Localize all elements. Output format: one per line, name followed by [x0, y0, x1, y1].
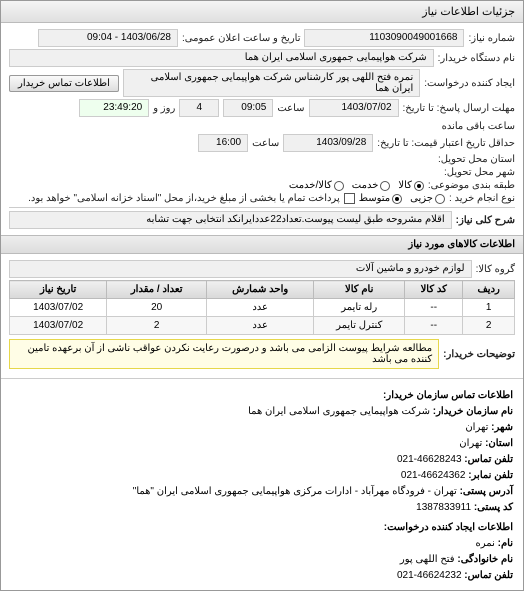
desc-value: اقلام مشروحه طبق لیست پیوست.تعداد22عددای…: [9, 211, 452, 229]
c-tel-label: تلفن تماس:: [464, 454, 513, 465]
radio-dot-icon: [380, 181, 390, 191]
type-radio-group: کالا خدمت کالا/خدمت: [289, 180, 424, 191]
city-label: شهر محل تحویل:: [444, 167, 515, 178]
valid-date: 1403/09/28: [283, 134, 373, 152]
cell: عدد: [207, 317, 314, 335]
buy-radio-medium[interactable]: متوسط: [359, 193, 402, 204]
table-row[interactable]: 1 -- رله تایمر عدد 20 1403/07/02: [10, 299, 515, 317]
deadline-date: 1403/07/02: [309, 99, 399, 117]
goods-header: اطلاعات کالاهای مورد نیاز: [1, 235, 523, 254]
cell: رله تایمر: [314, 299, 405, 317]
radio-dot-icon: [392, 194, 402, 204]
type2-label: خدمت: [352, 180, 379, 191]
c-tel: 46628243-021: [397, 454, 462, 465]
buy1-label: جزیی: [410, 193, 433, 204]
c-org-label: نام سازمان خریدار:: [433, 406, 513, 417]
window-root: جزئیات اطلاعات نیاز شماره نیاز: 11030900…: [0, 0, 524, 591]
type3-label: کالا/خدمت: [289, 180, 332, 191]
time-label-2: ساعت: [252, 138, 279, 149]
col-unit: واحد شمارش: [207, 281, 314, 299]
c-fax-label: تلفن نمابر:: [468, 470, 513, 481]
remain-value: 23:49:20: [79, 99, 149, 117]
c-post-label: کد پستی:: [474, 502, 513, 513]
buy-radio-group: جزیی متوسط: [359, 193, 445, 204]
radio-dot-icon: [414, 181, 424, 191]
treasury-checkbox[interactable]: [344, 193, 355, 204]
c-lname-label: نام خانوادگی:: [457, 554, 513, 565]
table-header-row: ردیف کد کالا نام کالا واحد شمارش تعداد /…: [10, 281, 515, 299]
buy-label: نوع انجام خرید :: [449, 193, 515, 204]
type-radio-service[interactable]: خدمت: [352, 180, 391, 191]
cell: 1403/07/02: [10, 317, 107, 335]
c-lname: فتح اللهی پور: [400, 554, 455, 565]
col-name: نام کالا: [314, 281, 405, 299]
col-code: کد کالا: [405, 281, 463, 299]
c-addr: تهران - فرودگاه مهرآباد - ادارات مرکزی ه…: [133, 486, 457, 497]
type-label: طبقه بندی موضوعی:: [428, 180, 515, 191]
radio-dot-icon: [435, 194, 445, 204]
contact-section: اطلاعات تماس سازمان خریدار: نام سازمان خ…: [1, 382, 523, 590]
cell: 2: [463, 317, 515, 335]
radio-dot-icon: [334, 181, 344, 191]
window-title: جزئیات اطلاعات نیاز: [422, 6, 515, 18]
cell: --: [405, 317, 463, 335]
c-org: شرکت هواپیمایی جمهوری اسلامی ایران هما: [248, 406, 430, 417]
deadline-time: 09:05: [223, 99, 273, 117]
org-label: نام دستگاه خریدار:: [438, 53, 515, 64]
announce-label: تاریخ و ساعت اعلان عمومی:: [182, 33, 301, 44]
col-date: تاریخ نیاز: [10, 281, 107, 299]
reqno-label: شماره نیاز:: [468, 33, 515, 44]
contact-button[interactable]: اطلاعات تماس خریدار: [9, 75, 119, 92]
c-post: 1387833911: [416, 502, 471, 513]
c-city-label: شهر:: [491, 422, 513, 433]
time-label-1: ساعت: [277, 103, 304, 114]
cell: 1403/07/02: [10, 299, 107, 317]
org-value: شرکت هواپیمایی جمهوری اسلامی ایران هما: [9, 49, 434, 67]
creator-label: ایجاد کننده درخواست:: [424, 78, 515, 89]
cell: کنترل تایمر: [314, 317, 405, 335]
note-value: مطالعه شرایط پیوست الزامی می باشد و درصو…: [9, 339, 439, 369]
c-city: تهران: [465, 422, 488, 433]
days-label: روز و: [153, 103, 175, 114]
cell: 1: [463, 299, 515, 317]
window-titlebar: جزئیات اطلاعات نیاز: [1, 1, 523, 23]
c-province: تهران: [459, 438, 482, 449]
deadline-label: مهلت ارسال پاسخ: تا تاریخ:: [403, 103, 515, 114]
goods-table: ردیف کد کالا نام کالا واحد شمارش تعداد /…: [9, 280, 515, 335]
type1-label: کالا: [398, 180, 412, 191]
c-name-label: نام:: [498, 538, 513, 549]
province-label: استان محل تحویل:: [438, 154, 515, 165]
c-province-label: استان:: [485, 438, 513, 449]
cell: --: [405, 299, 463, 317]
valid-label: حداقل تاریخ اعتبار قیمت: تا تاریخ:: [377, 138, 515, 149]
creator-header: اطلاعات ایجاد کننده درخواست:: [11, 520, 513, 536]
type-radio-both[interactable]: کالا/خدمت: [289, 180, 344, 191]
buy-radio-minor[interactable]: جزیی: [410, 193, 445, 204]
buy-note: پرداخت تمام یا بخشی از مبلغ خرید،از محل …: [28, 193, 340, 204]
cell: 20: [107, 299, 207, 317]
group-value: لوازم خودرو و ماشین آلات: [9, 260, 472, 278]
reqno-value: 1103090049001668: [304, 29, 464, 47]
col-row: ردیف: [463, 281, 515, 299]
col-qty: تعداد / مقدار: [107, 281, 207, 299]
desc-label: شرح کلی نیاز:: [456, 215, 515, 226]
valid-time: 16:00: [198, 134, 248, 152]
contact-header: اطلاعات تماس سازمان خریدار:: [11, 388, 513, 404]
c-addr-label: آدرس پستی:: [460, 486, 513, 497]
c-fax: 46624362-021: [401, 470, 466, 481]
c-name: نمره: [476, 538, 495, 549]
announce-value: 1403/06/28 - 09:04: [38, 29, 178, 47]
goods-section: گروه کالا: لوازم خودرو و ماشین آلات ردیف…: [1, 254, 523, 375]
buy2-label: متوسط: [359, 193, 390, 204]
header-section: شماره نیاز: 1103090049001668 تاریخ و ساع…: [1, 23, 523, 235]
type-radio-goods[interactable]: کالا: [398, 180, 424, 191]
creator-value: نمره فتح اللهی پور کارشناس شرکت هواپیمای…: [123, 69, 420, 97]
cell: عدد: [207, 299, 314, 317]
note-label: توضیحات خریدار:: [443, 349, 515, 360]
group-label: گروه کالا:: [476, 264, 515, 275]
table-row[interactable]: 2 -- کنترل تایمر عدد 2 1403/07/02: [10, 317, 515, 335]
days-value: 4: [179, 99, 219, 117]
cell: 2: [107, 317, 207, 335]
remain-label: ساعت باقی مانده: [442, 121, 515, 132]
